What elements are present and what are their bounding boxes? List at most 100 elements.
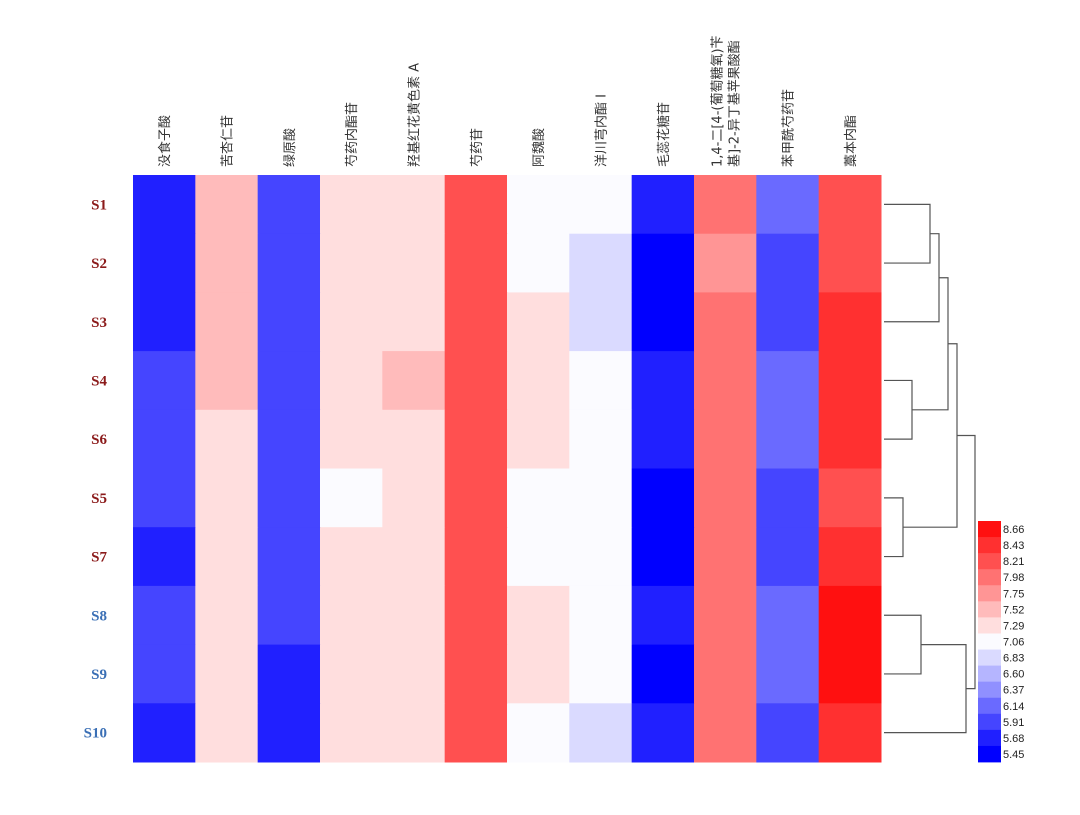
heatmap-cell-S1-7 xyxy=(507,175,570,235)
heatmap-cell-S8-11 xyxy=(756,585,820,646)
heatmap-cell-S4-12 xyxy=(818,351,882,411)
legend-swatch xyxy=(978,665,1001,683)
heatmap-cell-S4-4 xyxy=(320,351,383,411)
heatmap-cell-S9-4 xyxy=(320,644,383,704)
column-label: 藁本内酯 xyxy=(843,115,859,167)
heatmap-cell-S10-9 xyxy=(631,703,695,763)
heatmap-cell-S8-2 xyxy=(195,585,259,646)
heatmap-cell-S2-9 xyxy=(631,233,695,293)
heatmap-cell-S5-4 xyxy=(320,468,383,528)
heatmap-cell-S4-6 xyxy=(444,351,508,411)
heatmap-cell-S1-10 xyxy=(694,175,757,235)
heatmap-cell-S4-2 xyxy=(195,351,259,411)
heatmap-cell-S7-10 xyxy=(694,527,757,587)
row-label-S6: S6 xyxy=(91,432,107,448)
heatmap-cell-S7-6 xyxy=(444,527,508,587)
heatmap-cell-S9-10 xyxy=(694,644,757,704)
heatmap-cell-S7-2 xyxy=(195,527,259,587)
heatmap-cell-S6-4 xyxy=(320,409,383,469)
heatmap-cell-S3-2 xyxy=(195,292,259,352)
heatmap-cell-S3-1 xyxy=(133,292,196,352)
heatmap-cell-S6-11 xyxy=(756,409,820,469)
heatmap-cell-S3-5 xyxy=(382,292,446,352)
heatmap-cell-S2-2 xyxy=(195,233,259,293)
heatmap-cell-S9-12 xyxy=(818,644,882,704)
heatmap-cell-S6-2 xyxy=(195,409,259,469)
heatmap-cell-S3-3 xyxy=(257,292,321,352)
legend-swatch xyxy=(978,601,1001,618)
row-label-S5: S5 xyxy=(91,491,107,507)
heatmap-cell-S6-9 xyxy=(631,409,695,469)
column-label: 绿原酸 xyxy=(283,128,298,167)
row-label-S1: S1 xyxy=(91,197,107,213)
dendrogram-branch xyxy=(884,203,931,264)
legend-swatch xyxy=(978,521,1001,538)
heatmap-cell-S7-8 xyxy=(569,527,633,587)
heatmap-cell-S3-10 xyxy=(694,292,757,352)
legend-tick-label: 5.45 xyxy=(1003,749,1024,761)
dendrogram-branch xyxy=(884,379,913,440)
heatmap-cell-S4-3 xyxy=(257,351,321,411)
legend-tick-label: 6.14 xyxy=(1003,701,1024,713)
column-label: 没食子酸 xyxy=(157,115,173,167)
heatmap-cell-S5-11 xyxy=(756,468,820,528)
heatmap-cell-S10-4 xyxy=(320,703,383,763)
column-label: 1,4-二[4-(葡萄糖氧)苄 xyxy=(710,35,726,167)
heatmap-cell-S7-7 xyxy=(507,527,570,587)
heatmap-cell-S9-9 xyxy=(631,644,695,704)
heatmap-cell-S10-5 xyxy=(382,703,446,763)
dendrogram-branch xyxy=(957,434,976,690)
column-label: 羟基红花黄色素 A xyxy=(407,63,423,167)
heatmap-cell-S8-8 xyxy=(569,585,633,646)
heatmap-cell-S8-1 xyxy=(133,585,196,646)
heatmap-cell-S4-9 xyxy=(631,351,695,411)
heatmap-cell-S10-1 xyxy=(133,703,196,763)
heatmap-cell-S9-3 xyxy=(257,644,321,704)
legend-swatch xyxy=(978,553,1001,570)
heatmap-cell-S4-1 xyxy=(133,351,196,411)
row-label-S9: S9 xyxy=(91,667,107,683)
heatmap-cell-S9-2 xyxy=(195,644,259,704)
heatmap-cell-S9-1 xyxy=(133,644,196,704)
legend-swatch xyxy=(978,697,1001,715)
row-labels: S1 S2 S3 S4 S6 S5 S7 S8 S9 S10 xyxy=(84,197,108,741)
heatmap-cell-S3-12 xyxy=(818,292,882,352)
heatmap-cell-S2-11 xyxy=(756,233,820,293)
heatmap-cell-S6-12 xyxy=(818,409,882,469)
heatmap-cell-S6-8 xyxy=(569,409,633,469)
heatmap-cell-S6-10 xyxy=(694,409,757,469)
heatmap-cell-S1-12 xyxy=(818,175,882,235)
heatmap-cell-S8-6 xyxy=(444,585,508,646)
row-label-S7: S7 xyxy=(91,550,107,566)
heatmap-cell-S3-6 xyxy=(444,292,508,352)
column-label: 苯甲酰芍药苷 xyxy=(781,89,797,167)
heatmap-cell-S2-3 xyxy=(257,233,321,293)
legend-swatch xyxy=(978,745,1001,763)
heatmap-cell-S9-6 xyxy=(444,644,508,704)
heatmap-cell-S2-4 xyxy=(320,233,383,293)
column-labels: 没食子酸 苦杏仁苷 绿原酸 芍药内酯苷 羟基红花黄色素 A 芍药苷 阿魏酸 洋川芎内酯 I 毛蕊… xyxy=(157,35,859,167)
legend-swatch xyxy=(978,713,1001,731)
heatmap-cell-S7-11 xyxy=(756,527,820,587)
heatmap-cell-S4-8 xyxy=(569,351,633,411)
heatmap-cell-S5-7 xyxy=(507,468,570,528)
heatmap-cell-S9-5 xyxy=(382,644,446,704)
heatmap-cell-S2-8 xyxy=(569,233,633,293)
heatmap-cell-S4-5 xyxy=(382,351,446,411)
row-label-S3: S3 xyxy=(91,315,107,331)
heatmap-cell-S5-9 xyxy=(631,468,695,528)
heatmap-cell-S6-1 xyxy=(133,409,196,469)
heatmap-cell-S10-6 xyxy=(444,703,508,763)
heatmap-cell-S2-12 xyxy=(818,233,882,293)
heatmap-cell-S9-11 xyxy=(756,644,820,704)
heatmap-cell-S6-7 xyxy=(507,409,570,469)
column-label: 芍药内酯苷 xyxy=(344,102,360,167)
column-label: 毛蕊花糖苷 xyxy=(656,102,672,167)
dendrogram-branch xyxy=(903,343,958,528)
legend-swatch xyxy=(978,585,1001,602)
heatmap-cell-S8-3 xyxy=(257,585,321,646)
legend-swatch xyxy=(978,537,1001,554)
heatmap-cell-S8-10 xyxy=(694,585,757,646)
heatmap-cell-S10-10 xyxy=(694,703,757,763)
heatmap-cell-S8-7 xyxy=(507,585,570,646)
